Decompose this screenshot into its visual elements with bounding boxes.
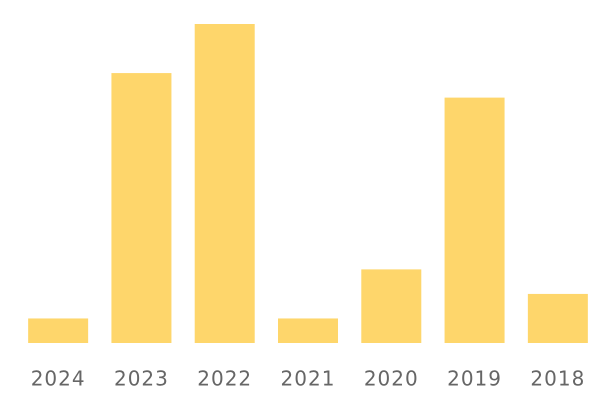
bar xyxy=(444,97,505,343)
x-tick-label: 2022 xyxy=(197,367,252,391)
bar xyxy=(111,73,172,344)
x-tick-label: 2020 xyxy=(364,367,419,391)
bar xyxy=(278,318,338,343)
x-tick-label: 2021 xyxy=(281,367,336,391)
x-tick-label: 2019 xyxy=(447,367,502,391)
x-tick-label: 2024 xyxy=(31,367,86,391)
bar xyxy=(194,24,255,343)
x-tick-label: 2023 xyxy=(114,367,169,391)
x-tick-label: 2018 xyxy=(530,367,585,391)
bar xyxy=(527,293,588,343)
bar xyxy=(28,318,89,343)
bar xyxy=(361,269,422,343)
